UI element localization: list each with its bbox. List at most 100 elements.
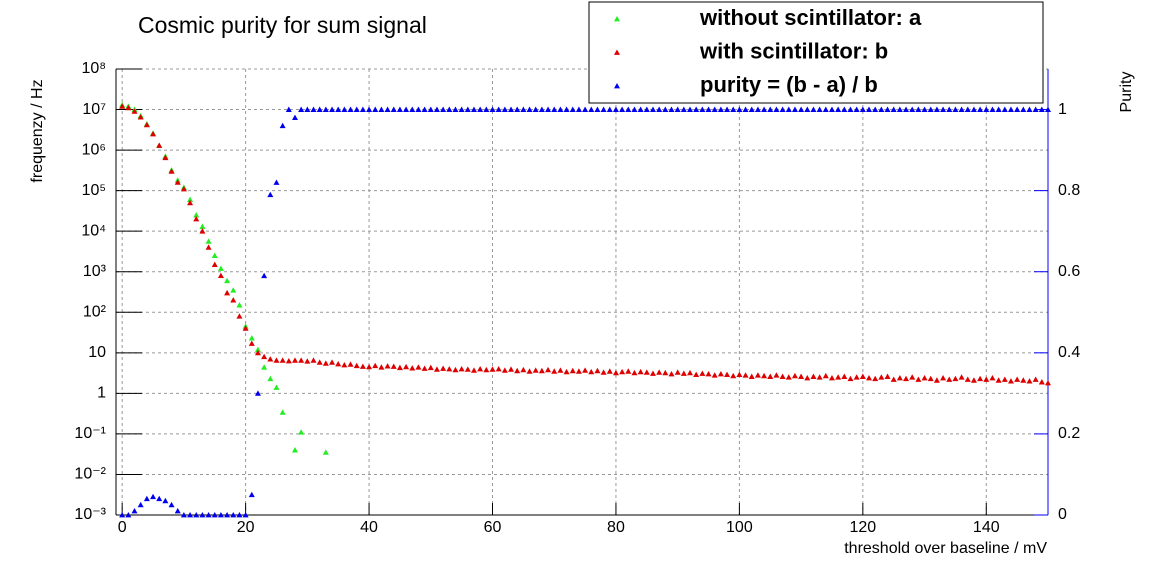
data-point bbox=[273, 179, 280, 185]
data-point bbox=[896, 106, 903, 112]
data-point bbox=[866, 374, 873, 381]
data-point bbox=[162, 497, 169, 504]
x-tick-label: 60 bbox=[484, 519, 502, 536]
data-point bbox=[631, 369, 638, 376]
data-point bbox=[569, 106, 576, 112]
data-point bbox=[958, 106, 965, 112]
data-point bbox=[674, 106, 681, 112]
data-point bbox=[477, 106, 484, 112]
data-point bbox=[847, 106, 854, 112]
y2-tick-label: 0.4 bbox=[1058, 344, 1080, 361]
data-point bbox=[378, 364, 385, 370]
data-point bbox=[1020, 377, 1027, 383]
x-tick-label: 100 bbox=[726, 519, 753, 536]
data-point bbox=[390, 106, 397, 112]
data-point bbox=[705, 371, 712, 377]
data-point bbox=[261, 364, 268, 370]
data-point bbox=[366, 363, 373, 370]
chart-title: Cosmic purity for sum signal bbox=[138, 12, 427, 38]
data-point bbox=[835, 374, 842, 380]
data-point bbox=[489, 366, 496, 372]
data-point bbox=[940, 106, 947, 112]
y-tick-label: 10⁻² bbox=[74, 466, 106, 483]
data-point bbox=[551, 106, 558, 112]
data-point bbox=[464, 366, 471, 372]
data-point bbox=[403, 363, 410, 370]
data-point bbox=[372, 362, 379, 369]
data-point bbox=[1007, 378, 1014, 384]
legend-marker bbox=[614, 49, 620, 55]
y2-tick-label: 0.6 bbox=[1058, 263, 1080, 280]
data-point bbox=[606, 106, 613, 112]
data-point bbox=[193, 212, 200, 218]
data-point bbox=[143, 495, 150, 502]
data-point bbox=[810, 106, 817, 112]
data-point bbox=[427, 106, 434, 112]
data-point bbox=[927, 375, 934, 382]
data-point bbox=[538, 367, 545, 374]
data-point bbox=[816, 106, 823, 112]
data-point bbox=[970, 106, 977, 112]
data-point bbox=[637, 106, 644, 112]
data-point bbox=[532, 106, 539, 112]
data-point bbox=[230, 297, 237, 303]
data-point bbox=[526, 368, 533, 374]
data-point bbox=[316, 359, 323, 365]
data-point bbox=[131, 108, 138, 114]
data-point bbox=[322, 106, 329, 112]
data-point bbox=[656, 106, 663, 112]
x-axis-label: threshold over baseline / mV bbox=[844, 540, 1047, 557]
data-point bbox=[693, 371, 700, 378]
data-point bbox=[427, 364, 434, 371]
data-point bbox=[366, 106, 373, 112]
data-point bbox=[495, 106, 502, 112]
data-point bbox=[1026, 378, 1033, 384]
data-point bbox=[958, 374, 965, 380]
data-point bbox=[995, 106, 1002, 112]
data-point bbox=[273, 384, 280, 390]
data-point bbox=[656, 369, 663, 375]
data-point bbox=[119, 103, 126, 109]
data-point bbox=[551, 368, 558, 374]
data-point bbox=[693, 106, 700, 112]
data-point bbox=[828, 374, 835, 381]
data-point bbox=[316, 106, 323, 112]
data-point bbox=[230, 287, 237, 293]
data-point bbox=[637, 368, 644, 375]
data-point bbox=[835, 106, 842, 112]
data-point bbox=[964, 376, 971, 382]
data-point bbox=[884, 373, 891, 379]
data-point bbox=[440, 106, 447, 112]
data-point bbox=[230, 512, 237, 518]
data-point bbox=[952, 106, 959, 112]
data-point bbox=[946, 106, 953, 112]
data-point bbox=[137, 114, 144, 120]
data-point bbox=[248, 335, 255, 341]
data-point bbox=[785, 374, 792, 380]
data-point bbox=[798, 106, 805, 112]
data-point bbox=[150, 130, 157, 137]
data-point bbox=[600, 106, 607, 112]
data-point bbox=[896, 374, 903, 381]
data-point bbox=[279, 122, 286, 129]
data-point bbox=[872, 106, 879, 112]
data-point bbox=[236, 302, 243, 308]
data-point bbox=[508, 106, 515, 112]
data-point bbox=[625, 106, 632, 112]
data-point bbox=[452, 106, 459, 112]
data-point bbox=[643, 369, 650, 375]
data-point bbox=[606, 368, 613, 374]
data-point bbox=[853, 106, 860, 112]
data-point bbox=[273, 357, 280, 363]
data-point bbox=[433, 366, 440, 372]
data-point bbox=[680, 370, 687, 376]
data-point bbox=[724, 371, 731, 378]
data-point bbox=[816, 374, 823, 380]
data-point bbox=[662, 106, 669, 112]
data-point bbox=[261, 272, 268, 279]
data-point bbox=[841, 373, 848, 379]
data-point bbox=[662, 369, 669, 376]
data-point bbox=[508, 366, 515, 372]
data-point bbox=[359, 363, 366, 369]
y-tick-label: 1 bbox=[97, 385, 106, 402]
